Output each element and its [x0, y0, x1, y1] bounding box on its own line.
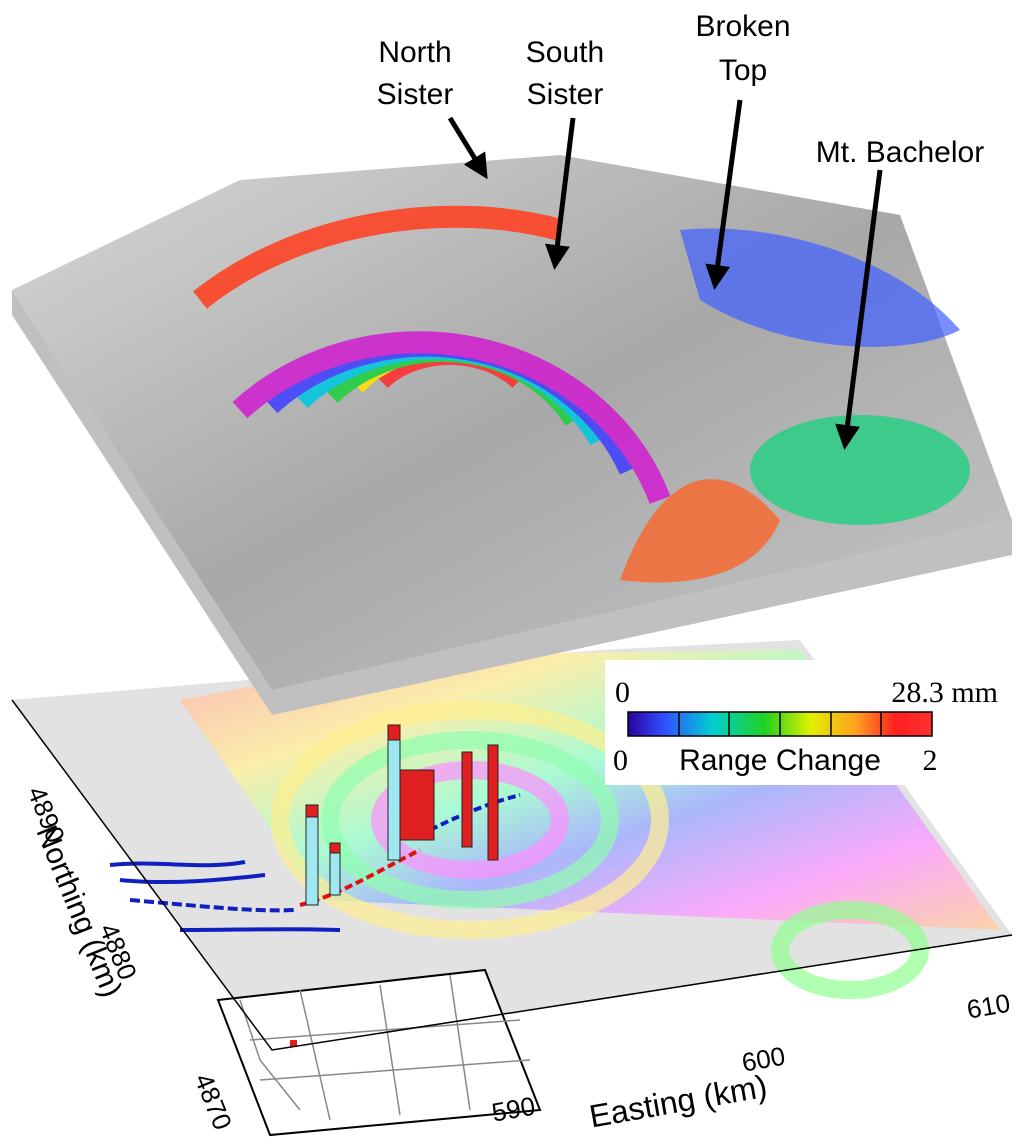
annotation: Sister	[527, 78, 604, 111]
annotation: South	[526, 36, 604, 69]
interferogram-rings	[193, 205, 671, 504]
colorbar-title: Range Change	[679, 744, 881, 777]
south-fringe	[620, 479, 780, 583]
x-tick-label: 590	[489, 1091, 537, 1128]
annotation: North	[378, 36, 451, 69]
x-tick-label: 600	[739, 1041, 787, 1078]
x-axis-title: Easting (km)	[587, 1068, 770, 1135]
annotation: Top	[719, 54, 767, 87]
inset-map	[216, 968, 542, 1137]
y-tick-label: 4890	[22, 782, 71, 847]
bachelor-fringe	[750, 415, 970, 525]
colorbar-dividers	[678, 712, 882, 736]
colorbar-label: 0	[615, 676, 630, 709]
annotation: Broken	[695, 10, 790, 43]
arrows	[447, 99, 883, 450]
colorbar-label: 0	[613, 744, 628, 777]
inset-location	[290, 1040, 297, 1047]
colorbar-label: 28.3 mm	[891, 676, 998, 709]
annotation: Sister	[377, 78, 454, 111]
colorbar-label: 2	[923, 744, 938, 777]
block-side	[12, 290, 1012, 715]
east-fringe	[680, 228, 960, 347]
inset-borders	[239, 974, 531, 1121]
axis-edge	[11, 699, 1013, 1051]
displacement-bars	[305, 724, 499, 906]
x-tick-label: 610	[964, 988, 1012, 1025]
y-tick-label: 4870	[189, 1069, 238, 1134]
annotation: Mt. Bachelor	[816, 136, 984, 169]
